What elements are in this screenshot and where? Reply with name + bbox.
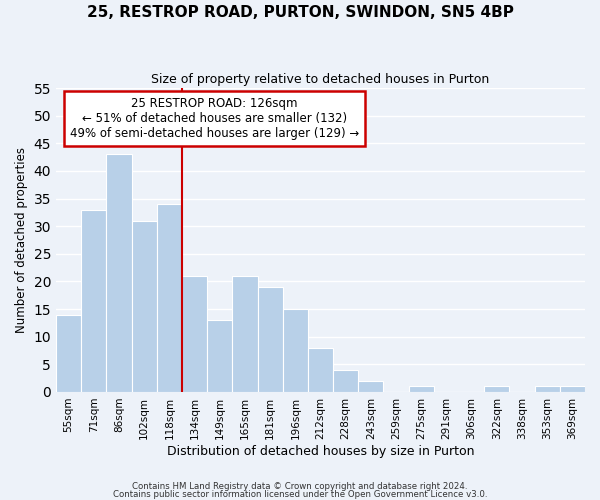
Text: Contains public sector information licensed under the Open Government Licence v3: Contains public sector information licen…	[113, 490, 487, 499]
Bar	[182, 276, 207, 392]
Bar	[283, 309, 308, 392]
Bar	[358, 381, 383, 392]
Bar	[131, 220, 157, 392]
Text: 25 RESTROP ROAD: 126sqm
← 51% of detached houses are smaller (132)
49% of semi-d: 25 RESTROP ROAD: 126sqm ← 51% of detache…	[70, 97, 359, 140]
X-axis label: Distribution of detached houses by size in Purton: Distribution of detached houses by size …	[167, 444, 474, 458]
Text: Contains HM Land Registry data © Crown copyright and database right 2024.: Contains HM Land Registry data © Crown c…	[132, 482, 468, 491]
Bar	[535, 386, 560, 392]
Bar	[207, 320, 232, 392]
Bar	[333, 370, 358, 392]
Bar	[106, 154, 131, 392]
Bar	[409, 386, 434, 392]
Bar	[257, 287, 283, 392]
Bar	[157, 204, 182, 392]
Bar	[484, 386, 509, 392]
Bar	[560, 386, 585, 392]
Bar	[308, 348, 333, 392]
Bar	[232, 276, 257, 392]
Text: 25, RESTROP ROAD, PURTON, SWINDON, SN5 4BP: 25, RESTROP ROAD, PURTON, SWINDON, SN5 4…	[86, 5, 514, 20]
Bar	[56, 314, 81, 392]
Bar	[81, 210, 106, 392]
Y-axis label: Number of detached properties: Number of detached properties	[15, 147, 28, 333]
Title: Size of property relative to detached houses in Purton: Size of property relative to detached ho…	[151, 72, 490, 86]
